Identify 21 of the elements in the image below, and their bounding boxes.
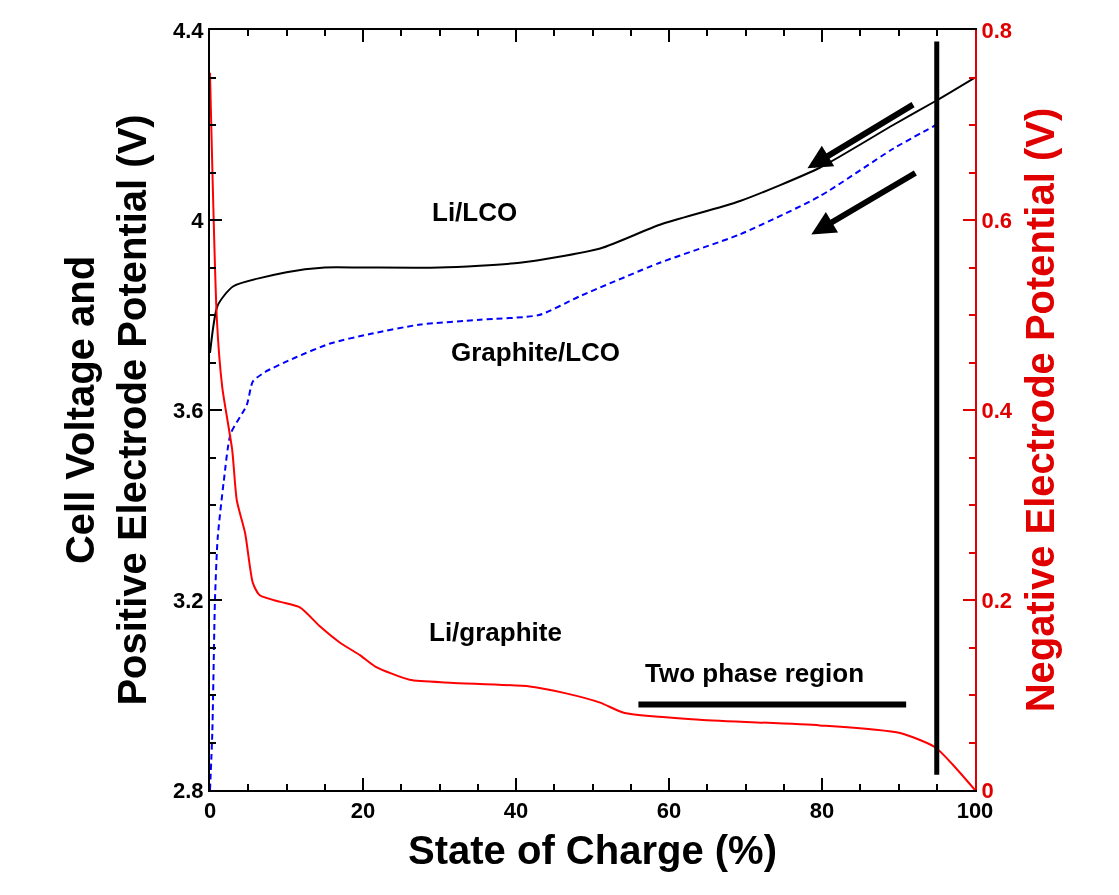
y2-tick-label: 0.8 bbox=[981, 17, 1012, 43]
y-tick-label: 4.4 bbox=[173, 17, 205, 43]
y2-tick-label: 0.2 bbox=[981, 587, 1012, 613]
x-tick-label: 80 bbox=[809, 798, 835, 824]
y2-axis-title: Negative Electrode Potential (V) bbox=[1017, 107, 1062, 713]
y-tick-label: 2.8 bbox=[173, 777, 204, 803]
x-tick-label: 40 bbox=[503, 798, 529, 824]
x-tick-label: 20 bbox=[350, 798, 376, 824]
annotation: Two phase region bbox=[645, 658, 865, 688]
y-tick-label: 3.2 bbox=[173, 587, 204, 613]
annotation: Li/LCO bbox=[432, 197, 518, 227]
annotation: Graphite/LCO bbox=[451, 337, 621, 367]
y-tick-label: 3.6 bbox=[173, 397, 204, 423]
x-axis-title: State of Charge (%) bbox=[408, 828, 777, 873]
y2-tick-label: 0.4 bbox=[981, 397, 1013, 423]
x-tick-label: 60 bbox=[656, 798, 682, 824]
y2-tick-label: 0.6 bbox=[981, 207, 1012, 233]
y-axis-title: Cell Voltage and Positive Electrode Potential (V) bbox=[58, 114, 155, 706]
y-tick-label: 4 bbox=[191, 207, 205, 233]
annotation: Li/graphite bbox=[429, 617, 562, 647]
x-tick-label: 0 bbox=[203, 798, 217, 824]
